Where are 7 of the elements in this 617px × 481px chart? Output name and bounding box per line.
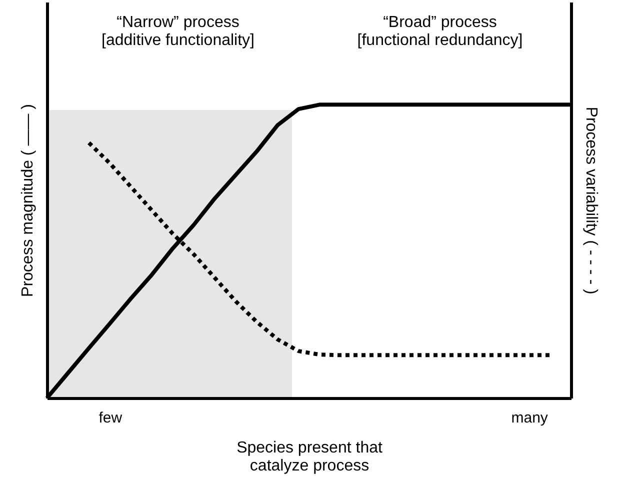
x-tick-label: few [98, 410, 122, 426]
y2-axis-title: Process variability ( - - - - ) [582, 106, 600, 294]
y-axis-title: Process magnitude ( —— ) [20, 104, 36, 297]
x-axis-title: Species present that catalyze process [236, 440, 383, 474]
x-tick-label: many [511, 410, 548, 426]
text: “Broad” process [functional redundancy] [357, 14, 523, 49]
text: “Narrow” process [additive functionality] [102, 14, 254, 49]
